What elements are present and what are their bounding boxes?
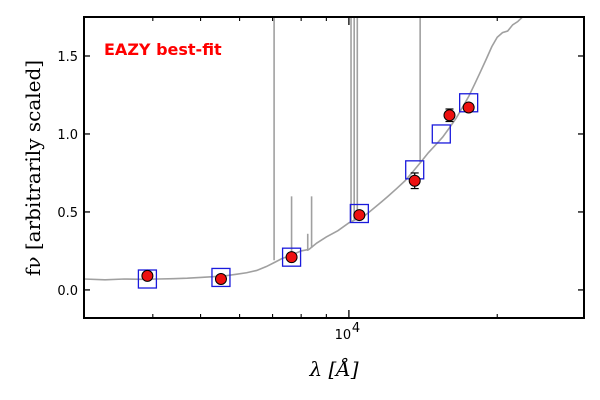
annotation-label: EAZY best-fit	[104, 40, 222, 59]
observed-flux-point	[353, 209, 366, 222]
x-tick-label-exponent: 4	[352, 321, 360, 336]
model-flux-box	[349, 203, 369, 224]
observed-flux-point	[408, 174, 421, 187]
y-tick-label: 1.5	[57, 50, 78, 65]
model-flux-box	[211, 267, 231, 288]
y-axis-label: fν [arbitrarily scaled]	[21, 60, 45, 276]
observed-flux-point	[214, 273, 227, 286]
plot-area	[84, 17, 523, 289]
model-flux-box	[431, 124, 451, 144]
y-tick-label: 0.5	[57, 206, 78, 221]
observed-flux-point	[462, 101, 475, 114]
observed-flux-point	[285, 251, 298, 264]
x-axis-label: λ [Å]	[308, 356, 358, 381]
plot-frame	[83, 16, 585, 319]
y-tick-label: 0.0	[57, 284, 78, 299]
axes: 0.0 0.5 1.0 1.5 10 4	[57, 16, 585, 343]
observed-flux-point	[141, 269, 154, 282]
observed-flux-point	[443, 109, 456, 122]
model-flux-box	[281, 247, 302, 267]
x-tick-label: 10	[335, 328, 352, 343]
y-tick-label: 1.0	[57, 128, 78, 143]
